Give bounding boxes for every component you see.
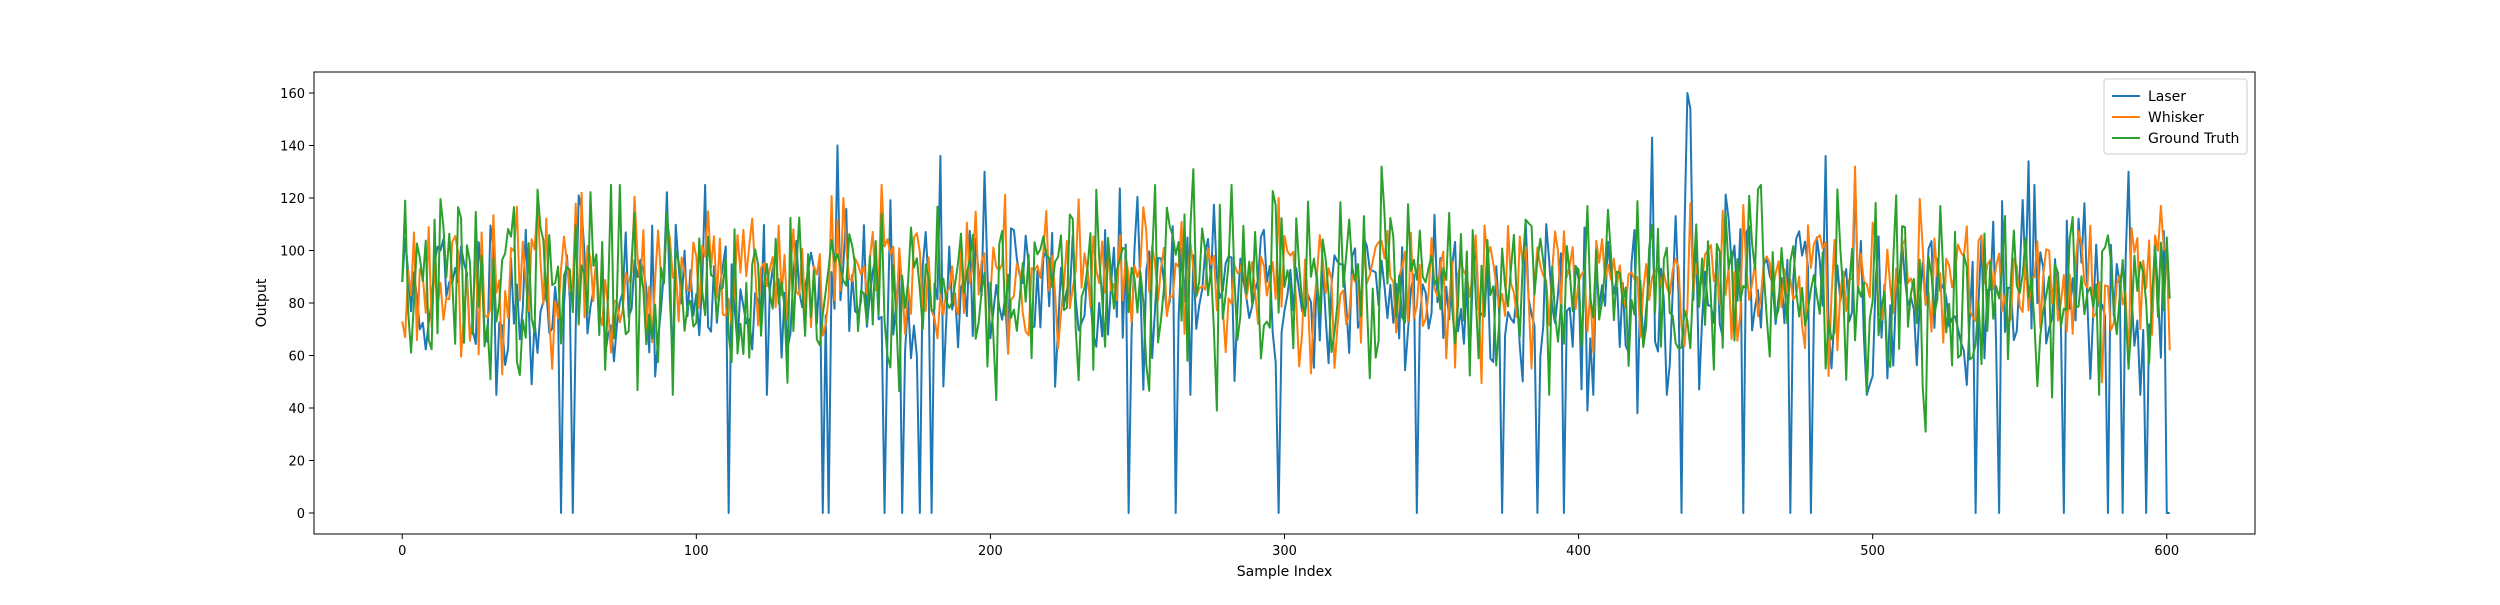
legend-item: Whisker (2112, 110, 2204, 126)
legend-items: Laser Whisker Ground Truth (2112, 89, 2239, 147)
y-tick-label: 100 (280, 245, 305, 260)
plot-area-frame (313, 71, 2256, 535)
y-tick-label: 140 (280, 140, 305, 155)
y-tick-label: 80 (288, 297, 305, 312)
y-tick-label: 160 (280, 87, 305, 102)
legend-item: Laser (2112, 89, 2186, 105)
legend-box (2103, 78, 2248, 155)
x-tick-label: 100 (684, 544, 709, 559)
x-tick-label: 600 (2154, 544, 2179, 559)
y-axis-label: Output (254, 278, 270, 327)
legend-label: Ground Truth (2148, 131, 2239, 147)
y-tick-label: 0 (297, 507, 305, 522)
legend-label: Whisker (2148, 110, 2204, 126)
y-tick-label: 40 (288, 402, 305, 417)
legend: Laser Whisker Ground Truth (2103, 78, 2248, 155)
y-tick-label: 60 (288, 350, 305, 365)
x-tick-label: 300 (1272, 544, 1297, 559)
x-tick-label: 0 (398, 544, 406, 559)
legend-label: Laser (2148, 89, 2186, 105)
x-tick-label: 500 (1860, 544, 1885, 559)
x-tick-label: 200 (978, 544, 1003, 559)
x-tick-label: 400 (1566, 544, 1591, 559)
series-line-laser (401, 92, 2170, 514)
series-layer (401, 92, 2171, 514)
series-line-ground-truth (401, 165, 2171, 433)
y-tick-label: 20 (288, 455, 305, 470)
x-axis-ticks: 0 100 200 300 400 500 600 (398, 534, 2179, 559)
y-tick-label: 120 (280, 192, 305, 207)
y-axis-ticks: 0 20 40 60 80 100 120 140 160 (280, 87, 314, 522)
x-axis-label: Sample Index (1237, 564, 1332, 580)
legend-item: Ground Truth (2112, 131, 2239, 147)
